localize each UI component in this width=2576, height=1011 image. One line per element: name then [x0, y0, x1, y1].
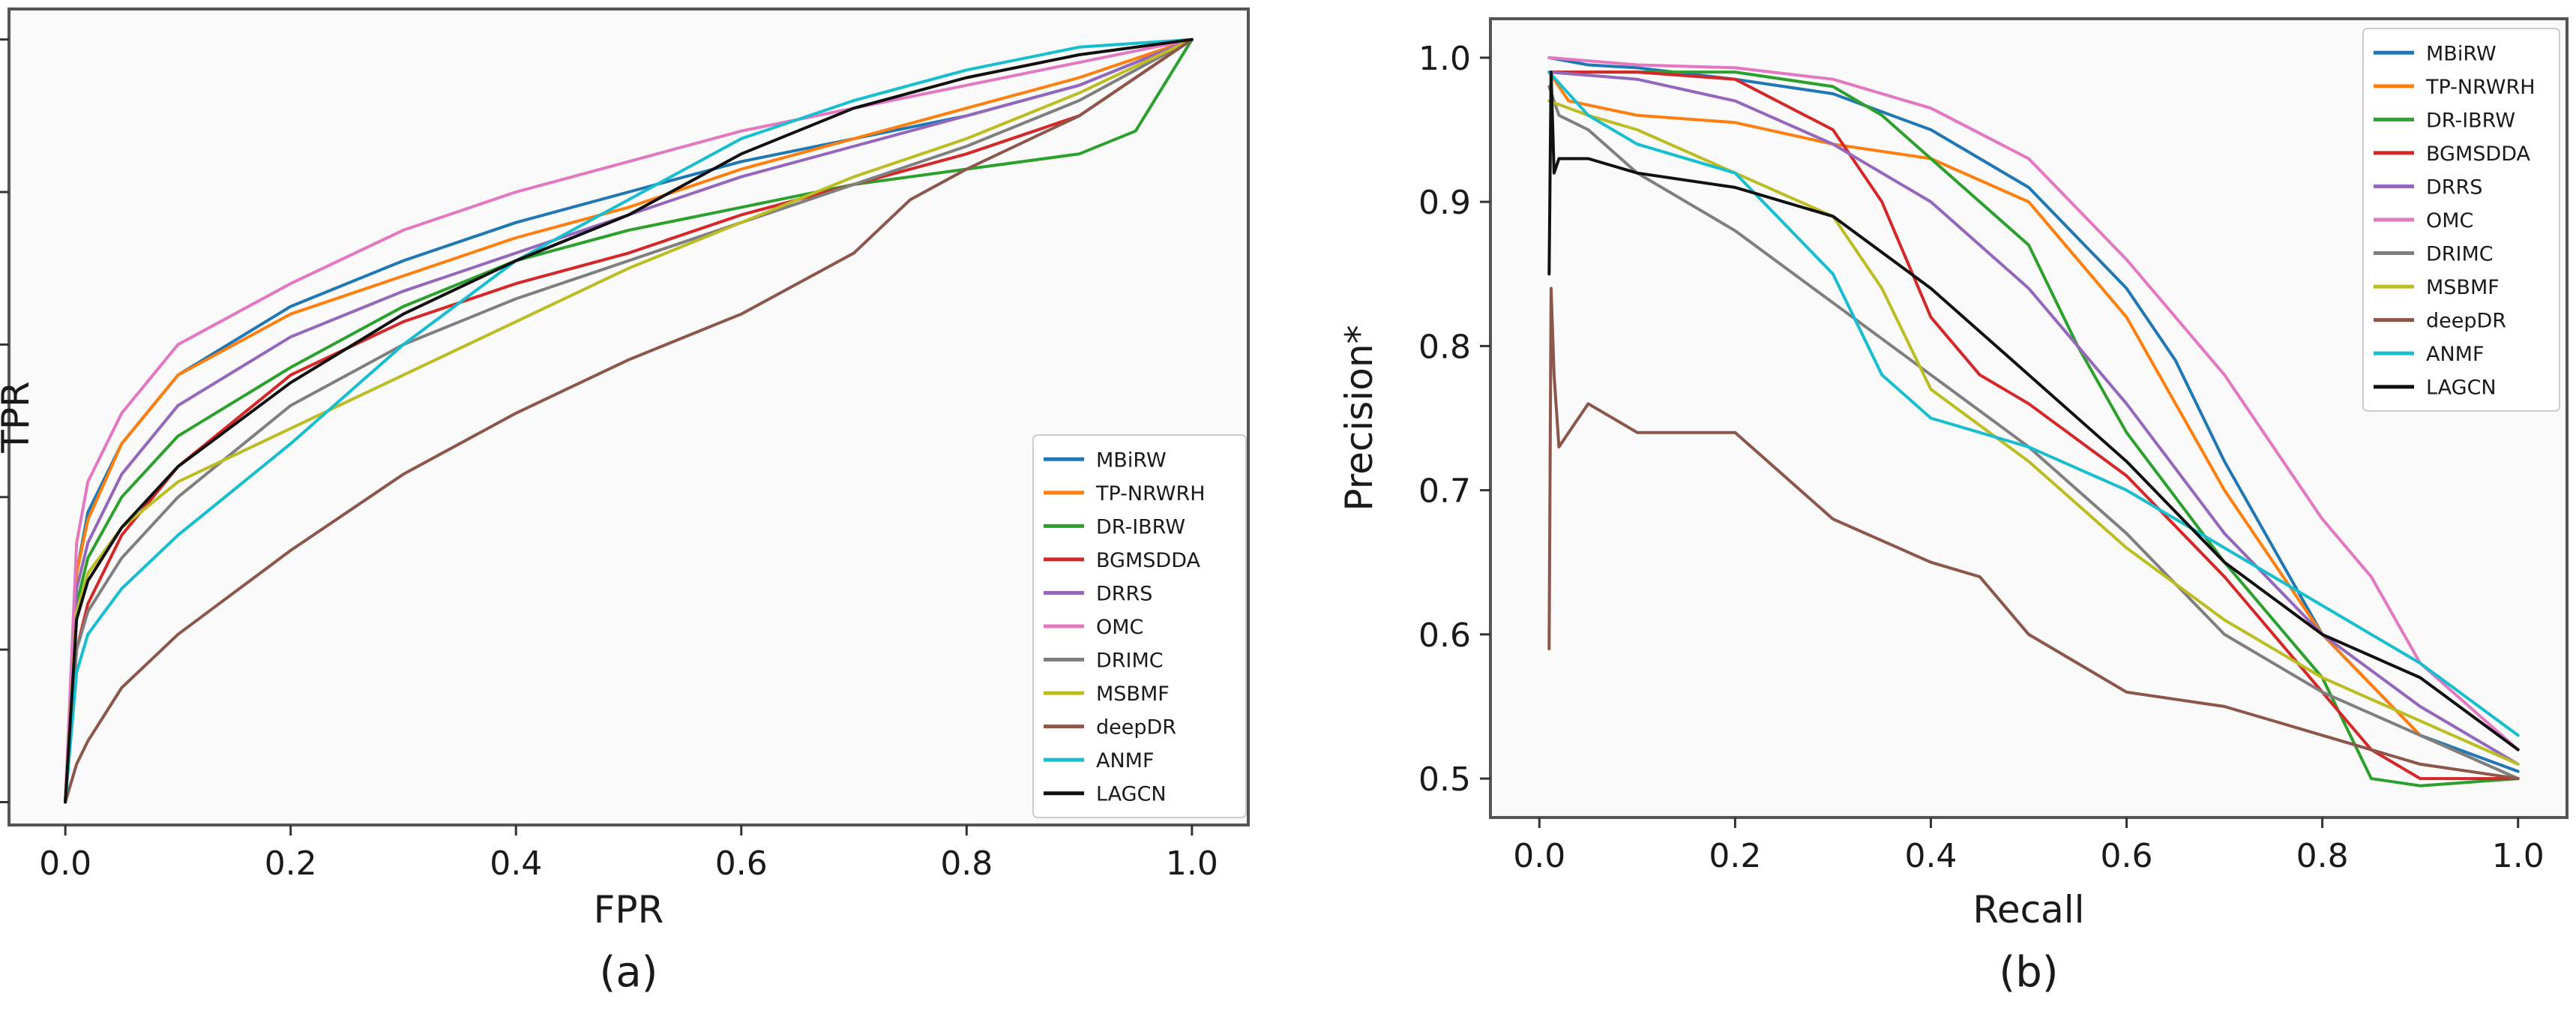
series-line-drrs	[1547, 70, 2520, 766]
x-tick-label: 0.8	[2296, 837, 2349, 875]
x-axis-label: FPR	[594, 888, 664, 932]
legend-label: ANMF	[1096, 749, 1155, 772]
legend: MBiRW TP-NRWRH DR-IBRW BGMSDDA DRRS OMC DRIMC M…	[2362, 28, 2560, 412]
legend-label: deepDR	[1096, 716, 1176, 740]
roc-panel: 0.00.20.40.60.81.00.00.20.40.60.81.0FPRT…	[0, 8, 1250, 997]
series-line-tp-nrwrh	[64, 38, 1194, 804]
x-tick-label: 0.4	[1904, 837, 1957, 875]
series-line-deepdr	[1547, 286, 2520, 781]
legend-label: DRRS	[2426, 176, 2482, 199]
legend-box	[1032, 434, 1247, 818]
series-line-msbmf	[1547, 99, 2520, 766]
legend-label: DR-IBRW	[1096, 515, 1185, 538]
series-line-drimc	[64, 38, 1194, 804]
legend-label: DR-IBRW	[2426, 109, 2515, 132]
x-tick-label: 1.0	[2492, 837, 2545, 875]
x-tick-label: 0.0	[1513, 837, 1565, 875]
legend: MBiRW TP-NRWRH DR-IBRW BGMSDDA DRRS OMC DRIMC M…	[1032, 434, 1247, 818]
legend-label: deepDR	[2426, 310, 2506, 333]
legend-label: BGMSDDA	[1096, 549, 1201, 572]
legend-label: TP-NRWRH	[1095, 482, 1206, 506]
legend-label: MBiRW	[1096, 448, 1167, 472]
legend-label: LAGCN	[1096, 783, 1167, 806]
series-line-drimc	[1547, 85, 2520, 781]
legend-label: DRIMC	[2426, 243, 2494, 266]
series-line-deepdr	[64, 38, 1194, 804]
x-tick-label: 0.0	[39, 844, 91, 883]
legend-label: LAGCN	[2426, 376, 2497, 400]
series-line-bgmsdda	[1547, 70, 2520, 781]
series-line-anmf	[64, 38, 1194, 804]
x-tick-label: 0.6	[715, 844, 768, 883]
y-tick-label: 1.0	[1418, 40, 1471, 78]
legend-label: MSBMF	[1096, 682, 1170, 706]
y-tick-label: 0.7	[1418, 472, 1471, 511]
legend-box	[2362, 28, 2560, 412]
x-tick-label: 0.6	[2101, 837, 2153, 875]
series-line-drrs	[64, 38, 1194, 804]
legend-label: MSBMF	[2426, 276, 2500, 299]
x-tick-label: 1.0	[1166, 844, 1218, 883]
y-tick-label: 0.5	[1418, 760, 1471, 799]
legend-label: OMC	[1096, 616, 1143, 639]
series-line-tp-nrwrh	[1547, 70, 2520, 781]
legend-label: MBiRW	[2426, 42, 2497, 65]
y-axis-label: TPR	[0, 381, 37, 453]
series-line-omc	[64, 38, 1194, 804]
panel-caption: (a)	[599, 948, 657, 997]
series-line-dr-ibrw	[1547, 70, 2520, 788]
series-line-msbmf	[64, 38, 1194, 804]
series-line-omc	[1547, 56, 2520, 752]
series-line-lagcn	[64, 38, 1194, 804]
legend-label: BGMSDDA	[2426, 142, 2531, 166]
legend-label: DRRS	[1096, 582, 1152, 605]
y-tick-label: 0.9	[1418, 184, 1471, 222]
x-tick-label: 0.8	[940, 844, 993, 883]
y-axis-label: Precision*	[1337, 325, 1381, 511]
legend-label: OMC	[2426, 209, 2473, 232]
x-axis-label: Recall	[1972, 888, 2084, 932]
x-tick-label: 0.2	[1709, 837, 1761, 875]
series-line-lagcn	[1547, 70, 2520, 752]
legend-label: TP-NRWRH	[2425, 76, 2536, 99]
x-tick-label: 0.4	[490, 844, 542, 883]
x-tick-label: 0.2	[265, 844, 317, 883]
panel-caption: (b)	[1999, 948, 2058, 997]
series-line-anmf	[1547, 70, 2520, 737]
precision-recall-panel: 0.0 0.2 0.4 0.6 0.8 1.0 0.5 0.6 0.7 0.8 0.9 1.0 Reca…	[1337, 17, 2569, 997]
y-tick-label: 0.8	[1418, 328, 1471, 366]
y-tick-label: 0.6	[1418, 616, 1471, 655]
legend-label: ANMF	[2426, 343, 2485, 366]
legend-label: DRIMC	[1096, 650, 1164, 673]
